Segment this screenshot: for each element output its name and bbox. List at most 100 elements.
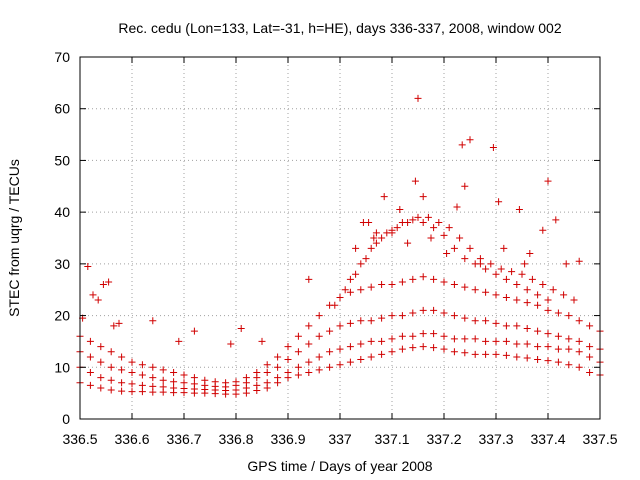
data-point (461, 349, 469, 357)
data-point-outlier (458, 141, 466, 149)
data-point (341, 286, 349, 294)
data-point (518, 270, 526, 278)
data-point (544, 343, 552, 351)
data-point (128, 380, 136, 388)
data-point (482, 317, 490, 325)
data-point (263, 368, 271, 376)
data-point (398, 332, 406, 340)
data-point (372, 239, 380, 247)
data-point (544, 306, 552, 314)
data-point (565, 361, 573, 369)
data-point-outlier (404, 239, 412, 247)
data-point (357, 340, 365, 348)
data-point-outlier (396, 206, 404, 214)
data-point-outlier (515, 206, 523, 214)
data-point (118, 353, 126, 361)
data-point (86, 368, 94, 376)
data-point (575, 363, 583, 371)
data-point (565, 345, 573, 353)
data-point (554, 332, 562, 340)
data-point-outlier (461, 182, 469, 190)
data-point (138, 371, 146, 379)
data-point (362, 255, 370, 263)
data-point (367, 317, 375, 325)
data-point (326, 363, 334, 371)
data-point-outlier (175, 337, 183, 345)
data-point (159, 366, 167, 374)
data-point (336, 361, 344, 369)
data-point (149, 374, 157, 382)
data-point (539, 281, 547, 289)
data-point-outlier (562, 260, 570, 268)
data-point (352, 270, 360, 278)
data-point (430, 330, 438, 338)
data-point (97, 358, 105, 366)
data-point (440, 231, 448, 239)
data-point (440, 332, 448, 340)
data-point (305, 368, 313, 376)
data-point (461, 283, 469, 291)
data-point (482, 350, 490, 358)
data-point (523, 354, 531, 362)
data-point (502, 275, 510, 283)
data-point (346, 288, 354, 296)
data-point (274, 353, 282, 361)
y-tick-label: 20 (54, 308, 70, 324)
data-point (409, 309, 417, 317)
data-point (367, 353, 375, 361)
data-point (492, 319, 500, 327)
data-point (554, 309, 562, 317)
data-point (357, 260, 365, 268)
y-tick-label: 30 (54, 256, 70, 272)
data-point (180, 371, 188, 379)
data-point (97, 384, 105, 392)
data-point (159, 383, 167, 391)
data-point (409, 275, 417, 283)
data-point (149, 363, 157, 371)
data-point (502, 351, 510, 359)
data-point (331, 301, 339, 309)
data-point-outlier (500, 244, 508, 252)
data-point (346, 319, 354, 327)
data-point-outlier (552, 216, 560, 224)
data-point (357, 286, 365, 294)
data-point (419, 273, 427, 281)
data-point (450, 335, 458, 343)
data-point (466, 244, 474, 252)
data-point (294, 363, 302, 371)
data-point (305, 322, 313, 330)
data-point (508, 268, 516, 276)
data-point (107, 363, 115, 371)
data-point (575, 348, 583, 356)
data-point (424, 213, 432, 221)
data-point (502, 293, 510, 301)
data-point (315, 312, 323, 320)
data-point (305, 358, 313, 366)
data-point-outlier (414, 94, 422, 102)
data-point (409, 216, 417, 224)
data-point (575, 337, 583, 345)
x-axis-ticks: 336.5 336.6 336.7 336.8 336.9 337 337.1 337.2 33… (62, 57, 618, 447)
data-point (471, 350, 479, 358)
data-point (497, 265, 505, 273)
data-point-outlier (305, 275, 313, 283)
data-point (534, 343, 542, 351)
data-point (570, 296, 578, 304)
data-point-outlier (476, 260, 484, 268)
data-point-outlier (105, 278, 113, 286)
chart-title: Rec. cedu (Lon=133, Lat=-31, h=HE), days… (118, 20, 561, 36)
data-point (461, 255, 469, 263)
data-point-outlier (370, 234, 378, 242)
data-point (440, 278, 448, 286)
data-point (378, 314, 386, 322)
x-tick-label: 337.1 (374, 431, 409, 447)
data-point (367, 283, 375, 291)
x-tick-label: 337.5 (582, 431, 617, 447)
data-point (274, 374, 282, 382)
data-point (294, 332, 302, 340)
x-tick-label: 337.2 (426, 431, 461, 447)
data-point (482, 265, 490, 273)
data-point (528, 275, 536, 283)
data-point-outlier (419, 193, 427, 201)
